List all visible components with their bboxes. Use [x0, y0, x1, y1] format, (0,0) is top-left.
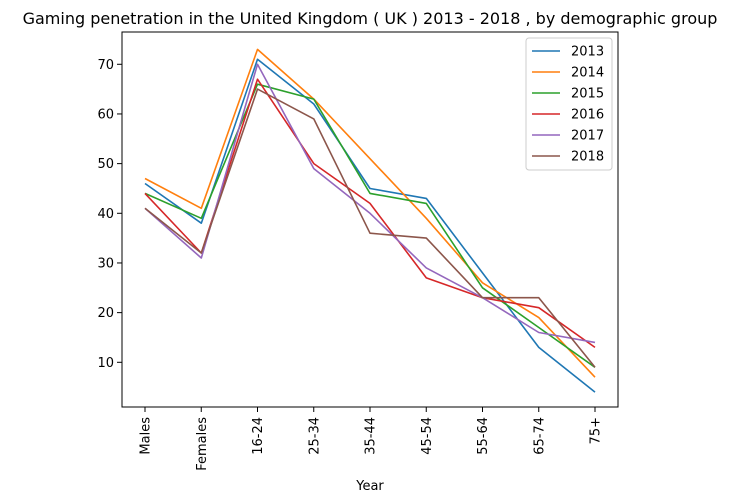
y-tick-label: 70	[97, 58, 114, 73]
legend-label: 2014	[571, 66, 604, 81]
legend-label: 2018	[571, 150, 604, 165]
legend-label: 2013	[571, 45, 604, 60]
series-line-2018	[144, 88, 596, 368]
x-tick-label: Males	[139, 417, 154, 455]
legend-label: 2016	[571, 108, 604, 123]
legend: 2013 2014 2015 2016 2017 2018	[525, 37, 613, 171]
series-line-2014	[144, 48, 596, 378]
legend-label: 2017	[571, 129, 604, 144]
series-line-2015	[144, 83, 596, 368]
x-tick-label: 45-54	[420, 417, 435, 455]
y-axis: 10 20 30 40 50 60 70	[97, 58, 122, 371]
series-line-2017	[144, 63, 596, 344]
x-tick-label: 25-34	[307, 417, 322, 455]
x-axis: Males Females 16-24 25-34 35-44 45-54 55-64 65-…	[139, 407, 604, 471]
y-tick-label: 10	[97, 356, 114, 371]
x-tick-label: 65-74	[532, 417, 547, 455]
y-tick-label: 50	[97, 157, 114, 172]
series-line-2013	[144, 58, 596, 393]
x-tick-label: 16-24	[251, 417, 266, 455]
legend-label: 2015	[571, 87, 604, 102]
y-tick-label: 20	[97, 306, 114, 321]
chart-title: Gaming penetration in the United Kingdom…	[23, 9, 718, 28]
x-tick-label: 75+	[589, 417, 604, 444]
y-tick-label: 30	[97, 256, 114, 271]
x-tick-label: 55-64	[476, 417, 491, 455]
x-tick-label: 35-44	[364, 417, 379, 455]
y-tick-label: 40	[97, 207, 114, 222]
series-lines	[144, 48, 596, 393]
y-tick-label: 60	[97, 107, 114, 122]
x-axis-label: Year	[355, 479, 384, 494]
legend-box	[525, 37, 613, 171]
x-tick-label: Females	[195, 417, 210, 471]
